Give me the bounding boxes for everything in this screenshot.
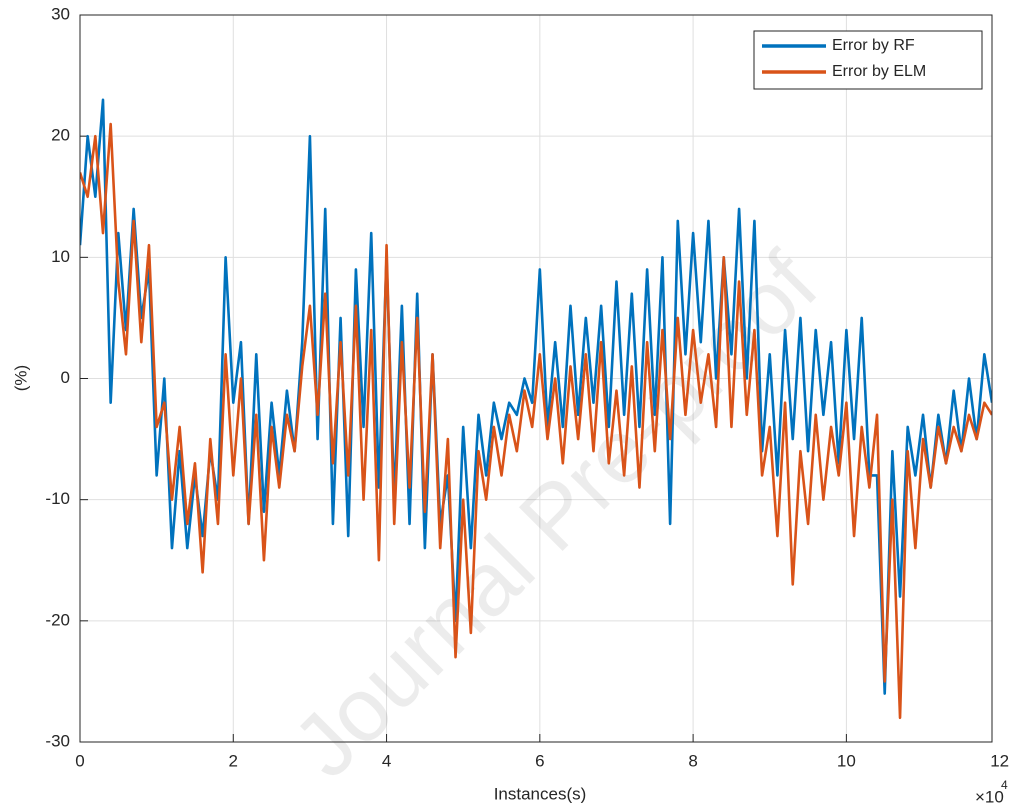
x-tick-label: 12 xyxy=(990,751,1009,770)
legend-box xyxy=(753,30,983,90)
x-tick-label: 8 xyxy=(688,751,697,770)
y-axis-label: (%) xyxy=(11,365,30,391)
axes-box xyxy=(79,14,993,743)
series-line xyxy=(80,98,992,695)
y-tick-label: 0 xyxy=(61,368,70,387)
x-axis-label: Instances(s) xyxy=(494,784,587,803)
y-tick-label: 30 xyxy=(51,4,70,23)
series-line xyxy=(80,122,992,720)
x-tick-label: 6 xyxy=(535,751,544,770)
y-tick-label: 10 xyxy=(51,247,70,266)
x-tick-label: 4 xyxy=(382,751,391,770)
x-exponent-base: ×10 xyxy=(975,787,1004,806)
x-exponent-power: 4 xyxy=(1001,778,1008,792)
x-tick-label: 10 xyxy=(837,751,856,770)
y-tick-label: -10 xyxy=(45,489,70,508)
x-tick-label: 2 xyxy=(229,751,238,770)
y-tick-label: -30 xyxy=(45,731,70,750)
legend-label: Error by RF xyxy=(832,37,915,54)
y-tick-label: -20 xyxy=(45,610,70,629)
y-tick-label: 20 xyxy=(51,126,70,145)
legend-label: Error by ELM xyxy=(832,63,926,80)
x-tick-label: 0 xyxy=(75,751,84,770)
